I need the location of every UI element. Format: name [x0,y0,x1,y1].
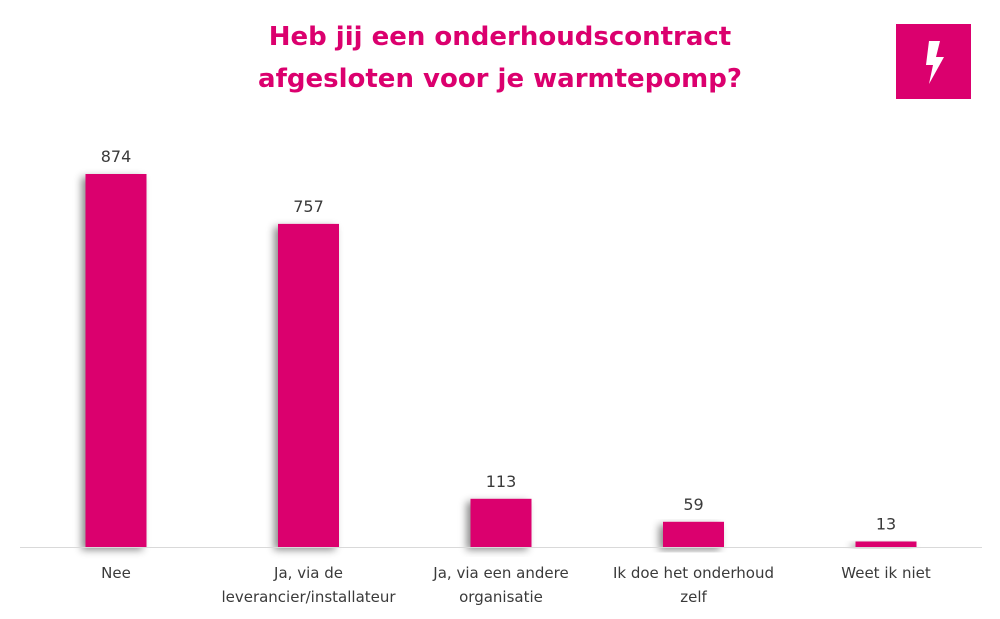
category-label-0: Nee [101,564,131,582]
category-label-3-line-0: Ik doe het onderhoud [613,564,774,582]
category-label-2-line-1: organisatie [459,588,543,606]
bar-0 [85,174,147,547]
bar-3 [663,521,724,547]
data-label-3: 59 [683,495,703,514]
category-label-4: Weet ik niet [841,564,931,582]
bars-group [85,174,917,547]
category-label-3-line-1: zelf [680,588,707,606]
category-label-1-line-0: Ja, via de [273,564,343,582]
chart-title-line-1: Heb jij een onderhoudscontract [268,22,732,52]
data-label-2: 113 [486,472,517,491]
category-label-1-line-1: leverancier/installateur [221,588,396,606]
category-label-2: Ja, via een andere organisatie [432,564,568,606]
category-label-1: Ja, via de leverancier/installateur [221,564,396,606]
bar-4 [855,541,917,547]
category-labels-group: Nee Ja, via de leverancier/installateurJa,… [101,564,931,606]
brand-logo [896,24,971,99]
category-label-2-line-0: Ja, via een andere [432,564,568,582]
chart-title-line-2: afgesloten voor je warmtepomp? [258,64,742,94]
lightning-bolt-shape [926,41,944,84]
data-label-1: 757 [293,197,324,216]
chart-title: Heb jij een onderhoudscontract afgeslote… [150,16,850,100]
data-label-0: 874 [101,147,132,166]
data-label-4: 13 [876,515,896,534]
category-label-0-line-0: Nee [101,564,131,582]
bar-1 [278,223,339,547]
category-label-4-line-0: Weet ik niet [841,564,931,582]
bar-2 [470,498,532,547]
category-label-3: Ik doe het onderhoud zelf [613,564,774,606]
data-labels-group: 874 757 113 59 13 [101,147,896,534]
lightning-bolt-icon [896,24,971,99]
